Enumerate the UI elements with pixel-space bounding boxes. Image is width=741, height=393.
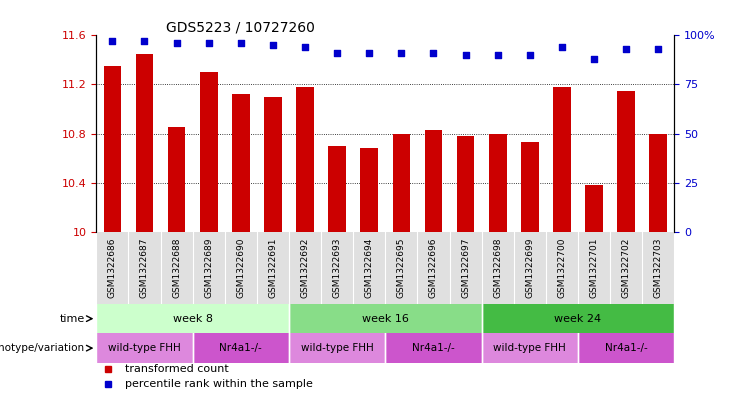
Point (524, 52, 536, 58)
Bar (136, 54, 153, 232)
Point (267, 42, 279, 48)
Text: GSM1322695: GSM1322695 (397, 238, 406, 298)
Bar (232, 94, 250, 232)
Text: GSM1322703: GSM1322703 (654, 238, 662, 298)
Text: percentile rank within the sample: percentile rank within the sample (125, 379, 313, 389)
Text: GDS5223 / 10727260: GDS5223 / 10727260 (166, 20, 315, 34)
Text: GSM1322697: GSM1322697 (461, 238, 470, 298)
Text: Nr4a1-/-: Nr4a1-/- (219, 343, 262, 353)
Text: GSM1322701: GSM1322701 (590, 238, 599, 298)
Bar (264, 97, 282, 232)
Bar (489, 134, 507, 232)
Text: GSM1322702: GSM1322702 (622, 238, 631, 298)
Bar (193, 333, 289, 363)
Text: week 8: week 8 (173, 314, 213, 324)
Point (620, 46, 632, 52)
Text: GSM1322696: GSM1322696 (429, 238, 438, 298)
Text: GSM1322689: GSM1322689 (205, 238, 213, 298)
Text: time: time (59, 314, 84, 324)
Text: GSM1322692: GSM1322692 (301, 238, 310, 298)
Bar (578, 333, 674, 363)
Bar (521, 142, 539, 232)
Bar (289, 304, 482, 333)
Point (556, 44, 568, 50)
Bar (585, 185, 603, 232)
Text: GSM1322693: GSM1322693 (333, 238, 342, 298)
Bar (96, 304, 289, 333)
Text: GSM1322687: GSM1322687 (140, 238, 149, 298)
Point (235, 40, 247, 46)
Bar (360, 148, 378, 232)
Bar (289, 333, 385, 363)
Bar (96, 333, 193, 363)
Point (588, 56, 600, 62)
Bar (296, 87, 314, 232)
Text: wild-type FHH: wild-type FHH (494, 343, 566, 353)
Bar (393, 134, 411, 232)
Text: Nr4a1-/-: Nr4a1-/- (412, 343, 455, 353)
Bar (482, 333, 578, 363)
Bar (167, 127, 185, 232)
Point (139, 38, 150, 44)
Text: GSM1322699: GSM1322699 (525, 238, 534, 298)
Text: Nr4a1-/-: Nr4a1-/- (605, 343, 648, 353)
Text: GSM1322686: GSM1322686 (108, 238, 117, 298)
Point (299, 44, 311, 50)
Bar (456, 136, 474, 232)
Point (363, 50, 375, 56)
Bar (385, 333, 482, 363)
Point (459, 52, 471, 58)
Bar (104, 66, 122, 232)
Text: GSM1322690: GSM1322690 (236, 238, 245, 298)
Point (652, 46, 664, 52)
Text: GSM1322691: GSM1322691 (268, 238, 277, 298)
Text: GSM1322700: GSM1322700 (557, 238, 566, 298)
Text: week 24: week 24 (554, 314, 602, 324)
Point (203, 40, 215, 46)
Bar (553, 87, 571, 232)
Text: transformed count: transformed count (125, 364, 229, 375)
Point (170, 40, 182, 46)
Bar (200, 72, 218, 232)
Text: genotype/variation: genotype/variation (0, 343, 84, 353)
Point (396, 50, 408, 56)
Text: wild-type FHH: wild-type FHH (301, 343, 373, 353)
Bar (617, 91, 635, 232)
Bar (328, 146, 346, 232)
Text: week 16: week 16 (362, 314, 409, 324)
Text: GSM1322694: GSM1322694 (365, 238, 373, 298)
Text: wild-type FHH: wild-type FHH (108, 343, 181, 353)
Bar (482, 304, 674, 333)
Text: GSM1322688: GSM1322688 (172, 238, 181, 298)
Point (428, 50, 439, 56)
Bar (649, 134, 667, 232)
Point (492, 52, 504, 58)
Point (331, 50, 343, 56)
Point (107, 38, 119, 44)
Text: GSM1322698: GSM1322698 (494, 238, 502, 298)
Bar (425, 130, 442, 232)
